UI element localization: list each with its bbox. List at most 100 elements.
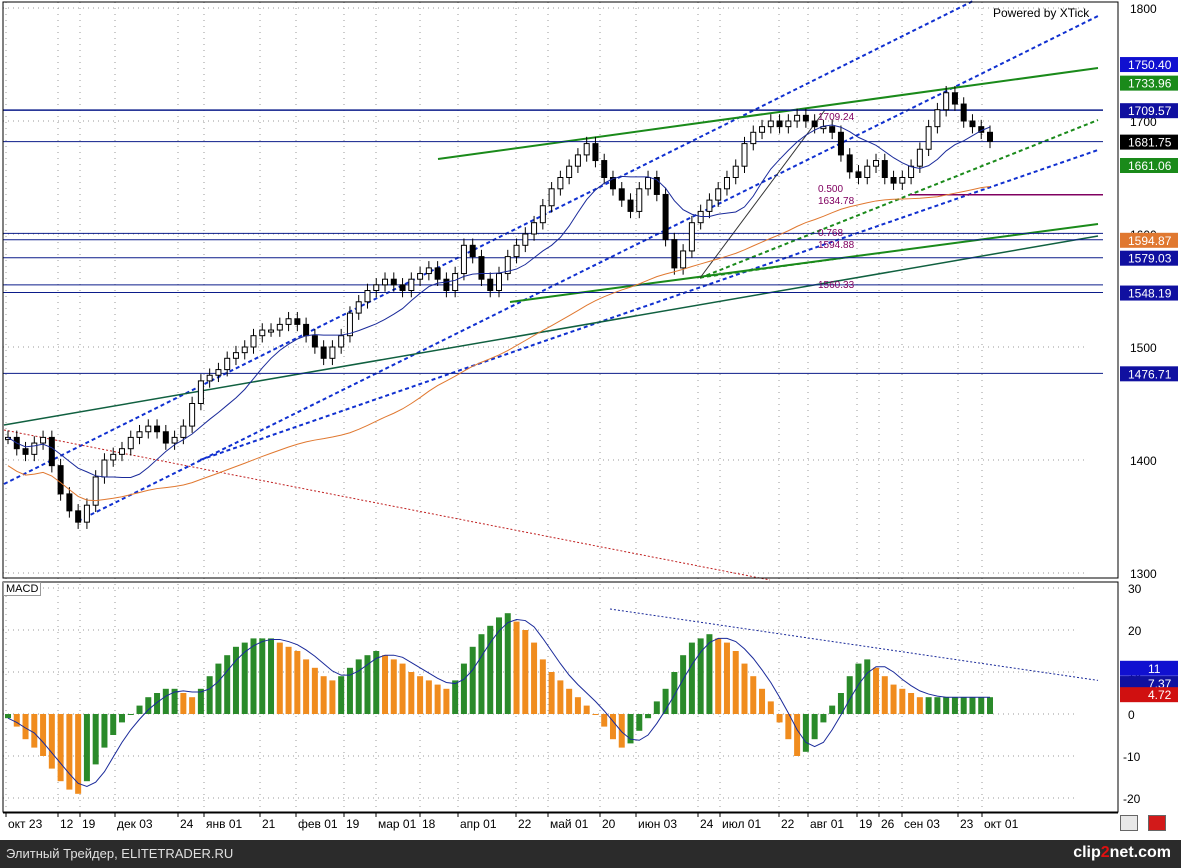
macd-bar (732, 651, 739, 714)
candle-body (101, 459, 108, 478)
macd-bar (268, 638, 275, 714)
macd-bar (224, 655, 231, 714)
macd-bar (785, 714, 792, 740)
macd-bar (478, 634, 485, 714)
x-tick-label: июн 03 (638, 817, 677, 831)
candle-body (189, 403, 196, 427)
candle-body (688, 222, 695, 252)
candle-body (75, 510, 82, 523)
macd-tick-label: -10 (1123, 750, 1141, 764)
candle-body (241, 346, 248, 354)
macd-bar (846, 676, 853, 714)
macd-bar (390, 659, 397, 714)
price-tags: 1750.40 1733.96 1709.57 1681.75 1661.06 1594.… (1120, 57, 1178, 703)
macd-bar (916, 697, 923, 714)
candle-body (873, 160, 880, 167)
candle-body (627, 199, 634, 212)
macd-histogram (5, 608, 1099, 794)
macd-bar (978, 697, 985, 714)
candle-body (750, 131, 757, 145)
candle-body (320, 346, 327, 359)
macd-bar (767, 701, 774, 714)
price-tag-label: 1548.19 (1128, 287, 1172, 301)
x-tick-label: 19 (346, 817, 360, 831)
macd-bar (154, 693, 161, 714)
price-tag-label: 1476.71 (1128, 367, 1172, 381)
candle-body (837, 131, 844, 156)
macd-bar (92, 714, 99, 765)
candle-body (40, 436, 47, 444)
macd-bar (951, 697, 958, 714)
x-tick-label: сен 03 (904, 817, 940, 831)
macd-bar (338, 676, 345, 714)
x-tick-label: 21 (262, 817, 276, 831)
macd-panel (2, 581, 1119, 813)
candle-body (478, 256, 485, 280)
candle-body (232, 352, 239, 359)
macd-bar (75, 714, 82, 794)
candle-body (162, 431, 169, 444)
exit-icon[interactable] (1148, 815, 1167, 831)
macd-bar (609, 714, 616, 740)
candle-body (934, 109, 941, 128)
candle-body (969, 120, 976, 128)
macd-bar (487, 625, 494, 714)
macd-tag-label: 4.72 (1148, 688, 1172, 702)
macd-bar (741, 663, 748, 714)
candle-body (899, 177, 906, 184)
link-icon[interactable] (1120, 815, 1138, 831)
price-tick-label: 1700 (1130, 115, 1157, 129)
price-panel (2, 1, 1119, 579)
macd-bar (206, 676, 213, 714)
macd-bar (574, 697, 581, 714)
fib-level-label: 0.500 (818, 184, 843, 195)
candle-body (171, 436, 178, 444)
candle-body (504, 256, 511, 275)
macd-bar (83, 714, 90, 782)
fib-value-label: 1634.78 (818, 196, 855, 207)
logo-part-b: 2 (1100, 844, 1110, 861)
macd-bar (57, 714, 64, 782)
candle-body (294, 318, 301, 325)
x-tick-label: 22 (781, 817, 795, 831)
macd-bar (434, 684, 441, 714)
candle-body (776, 120, 783, 128)
fib-level-label: 0.768 (818, 228, 843, 239)
candle-body (206, 374, 213, 382)
axes: 1800170016001500140013003020100-10-20окт… (2, 1, 1157, 831)
macd-bar (811, 714, 818, 740)
x-tick-label: 22 (518, 817, 532, 831)
macd-bar (452, 680, 459, 714)
price-tag-box (1120, 57, 1178, 73)
footer-bar: Элитный Трейдер, ELITETRADER.RU clip2net… (0, 840, 1181, 868)
macd-bar (688, 642, 695, 714)
candle-body (794, 114, 801, 122)
candle-body (513, 244, 520, 258)
macd-bar (118, 714, 125, 723)
x-tick-label: дек 03 (117, 817, 153, 831)
candle-body (636, 188, 643, 212)
candle-body (759, 126, 766, 133)
candle-body (329, 346, 336, 359)
macd-bar (197, 688, 204, 714)
candle-body (908, 165, 915, 178)
candle-body (715, 188, 722, 201)
macd-tag-box (1120, 660, 1178, 676)
candle-body (355, 301, 362, 314)
candle-body (118, 448, 125, 455)
fib-diagonal (699, 109, 826, 279)
macd-bar (522, 630, 529, 714)
macd-bar (969, 697, 976, 714)
price-tag-label: 1594.87 (1128, 234, 1172, 248)
price-tick-label: 1400 (1130, 454, 1157, 468)
candle-body (276, 323, 283, 331)
x-tick-label: 12 (60, 817, 74, 831)
candle-body (732, 165, 739, 178)
macd-bar (443, 688, 450, 714)
macd-bar (873, 667, 880, 714)
ma-short-line (7, 124, 991, 479)
candle-body (57, 465, 64, 495)
macd-bar (40, 714, 47, 756)
macd-bar (864, 659, 871, 714)
macd-bar (425, 680, 432, 714)
